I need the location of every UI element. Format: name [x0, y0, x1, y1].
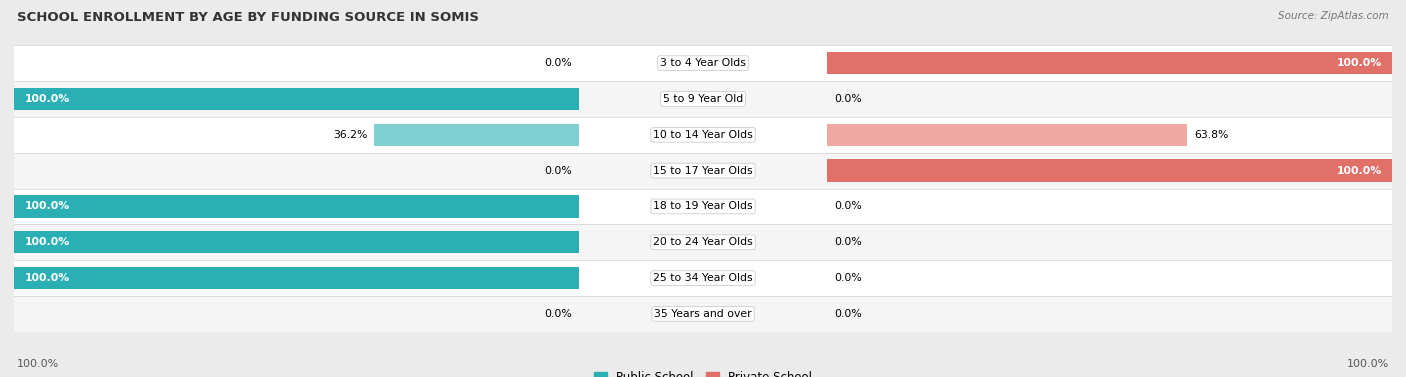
Text: 63.8%: 63.8%: [1194, 130, 1229, 140]
Text: 15 to 17 Year Olds: 15 to 17 Year Olds: [654, 166, 752, 176]
Text: 35 Years and over: 35 Years and over: [654, 309, 752, 319]
Bar: [827, 52, 1392, 74]
Bar: [827, 124, 1188, 146]
Bar: [14, 88, 579, 110]
Bar: [14, 260, 1392, 296]
Text: 100.0%: 100.0%: [24, 273, 70, 283]
Text: 0.0%: 0.0%: [834, 273, 862, 283]
Text: 100.0%: 100.0%: [1336, 166, 1382, 176]
Text: 0.0%: 0.0%: [544, 58, 572, 68]
Text: 25 to 34 Year Olds: 25 to 34 Year Olds: [654, 273, 752, 283]
Text: 0.0%: 0.0%: [544, 166, 572, 176]
Text: SCHOOL ENROLLMENT BY AGE BY FUNDING SOURCE IN SOMIS: SCHOOL ENROLLMENT BY AGE BY FUNDING SOUR…: [17, 11, 479, 24]
Text: 18 to 19 Year Olds: 18 to 19 Year Olds: [654, 201, 752, 211]
Bar: [14, 153, 1392, 188]
Text: 100.0%: 100.0%: [1347, 359, 1389, 369]
Text: 0.0%: 0.0%: [834, 309, 862, 319]
Text: Source: ZipAtlas.com: Source: ZipAtlas.com: [1278, 11, 1389, 21]
Text: 20 to 24 Year Olds: 20 to 24 Year Olds: [654, 237, 752, 247]
Text: 100.0%: 100.0%: [24, 237, 70, 247]
Bar: [827, 159, 1392, 182]
Text: 0.0%: 0.0%: [544, 309, 572, 319]
Bar: [14, 117, 1392, 153]
Bar: [14, 231, 579, 253]
Text: 5 to 9 Year Old: 5 to 9 Year Old: [662, 94, 744, 104]
Text: 100.0%: 100.0%: [17, 359, 59, 369]
Text: 0.0%: 0.0%: [834, 237, 862, 247]
Bar: [14, 195, 579, 218]
Bar: [14, 45, 1392, 81]
Text: 0.0%: 0.0%: [834, 201, 862, 211]
Legend: Public School, Private School: Public School, Private School: [589, 366, 817, 377]
Bar: [14, 296, 1392, 332]
Bar: [14, 81, 1392, 117]
Bar: [14, 267, 579, 289]
Text: 100.0%: 100.0%: [24, 201, 70, 211]
Bar: [14, 224, 1392, 260]
Text: 100.0%: 100.0%: [24, 94, 70, 104]
Text: 10 to 14 Year Olds: 10 to 14 Year Olds: [654, 130, 752, 140]
Text: 0.0%: 0.0%: [834, 94, 862, 104]
Bar: [14, 188, 1392, 224]
Bar: [374, 124, 579, 146]
Text: 100.0%: 100.0%: [1336, 58, 1382, 68]
Text: 36.2%: 36.2%: [333, 130, 367, 140]
Text: 3 to 4 Year Olds: 3 to 4 Year Olds: [659, 58, 747, 68]
